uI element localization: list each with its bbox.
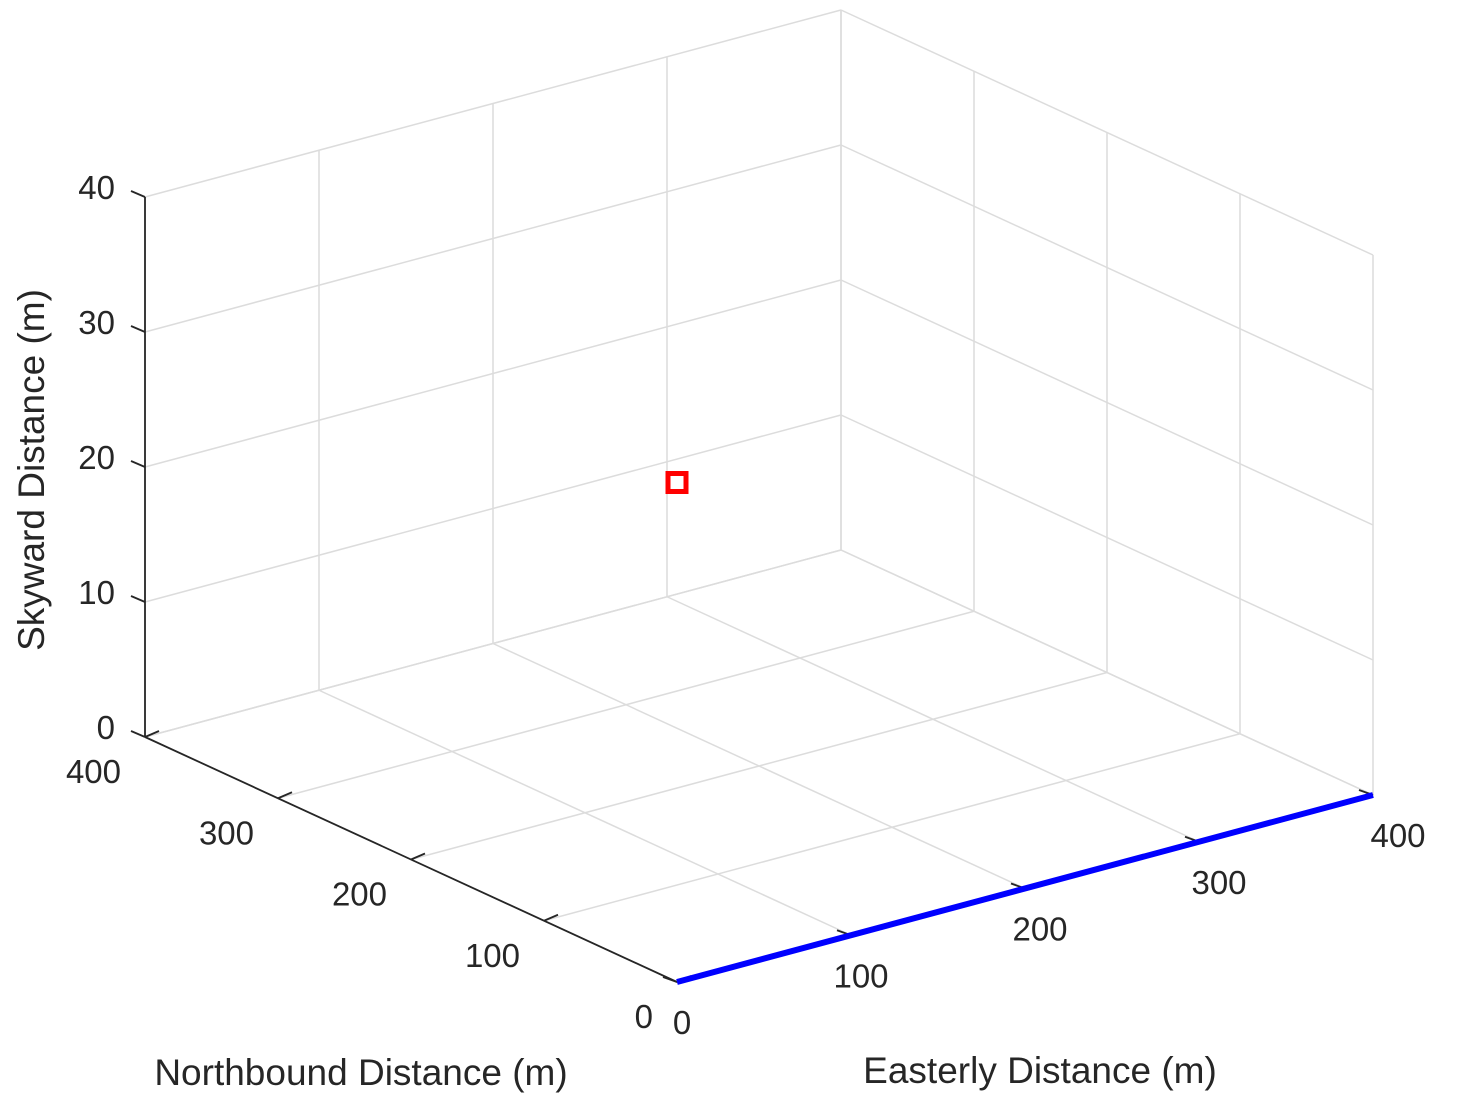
z-tick <box>130 730 146 738</box>
series-layer <box>665 471 1374 985</box>
y-tick <box>410 852 426 861</box>
z-tick-label: 10 <box>78 574 115 611</box>
y-tick-label: 200 <box>332 876 387 913</box>
x-tick <box>662 976 678 983</box>
y-tick-label: 400 <box>66 753 121 790</box>
gridline-rightwall-z <box>840 9 1374 256</box>
z-tick <box>130 460 146 468</box>
y-tick <box>277 791 293 800</box>
x-tick-label: 100 <box>833 957 888 994</box>
x-axis-title: Easterly Distance (m) <box>863 1050 1217 1091</box>
gridline-backwall-z <box>144 414 842 603</box>
gridline-floor-y <box>543 733 1241 922</box>
y-tick-label: 100 <box>465 937 520 974</box>
gridline-rightwall-z <box>840 549 1374 796</box>
z-tick-label: 40 <box>78 169 115 206</box>
y-tick <box>144 730 160 738</box>
gridline-backwall-z <box>144 144 842 333</box>
z-tick-label: 20 <box>78 439 115 476</box>
gridline-floor-y <box>410 671 1108 861</box>
z-tick-label: 0 <box>97 709 115 746</box>
x-tick-label: 200 <box>1012 911 1067 948</box>
gridline-backwall-z <box>144 9 842 198</box>
gridline-floor-y <box>277 610 975 799</box>
x-tick-label: 300 <box>1191 864 1246 901</box>
gridline-rightwall-z <box>840 144 1374 391</box>
gridline-rightwall-z <box>840 279 1374 526</box>
data-point-marker <box>665 471 689 494</box>
gridline-backwall-z <box>144 549 842 738</box>
y-tick <box>543 913 559 922</box>
labels-layer: Easterly Distance (m) Northbound Distanc… <box>11 169 1426 1093</box>
x-tick-label: 0 <box>673 1004 691 1041</box>
z-tick <box>130 595 146 603</box>
y-tick-label: 300 <box>199 814 254 851</box>
y-tick-label: 0 <box>635 998 653 1035</box>
gridline-rightwall-z <box>840 414 1374 661</box>
z-tick-label: 30 <box>78 304 115 341</box>
gridline-backwall-z <box>144 279 842 468</box>
x-tick-label: 400 <box>1370 817 1425 854</box>
z-axis-title: Skyward Distance (m) <box>11 289 52 651</box>
z-tick <box>130 325 146 333</box>
axes-layer <box>130 190 1374 983</box>
y-axis-title: Northbound Distance (m) <box>154 1052 567 1093</box>
series-line <box>676 792 1374 985</box>
z-tick <box>130 190 146 198</box>
grid-layer <box>144 9 1374 983</box>
